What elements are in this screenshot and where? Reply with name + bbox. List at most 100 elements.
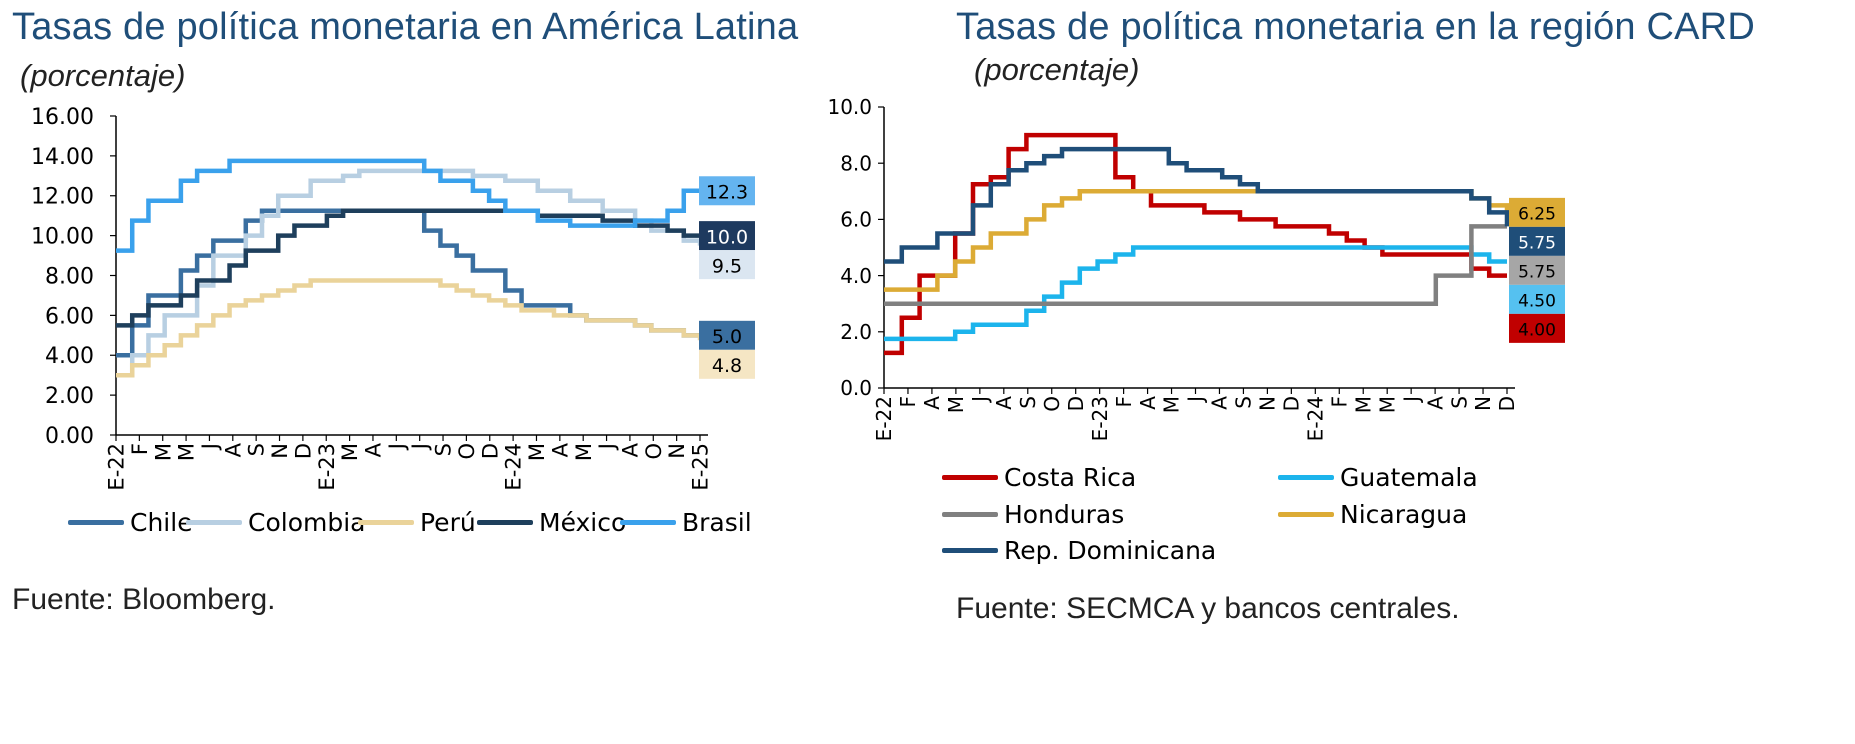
end-label: 4.00	[1518, 320, 1556, 340]
x-tick-label: D	[1495, 396, 1519, 411]
end-label-box	[699, 250, 755, 280]
series-line-brasil	[116, 158, 700, 253]
y-tick-label: 8.00	[45, 264, 94, 289]
end-label: 9.5	[712, 255, 742, 277]
legend-label: Nicaragua	[1340, 500, 1468, 529]
x-tick-label: A	[1208, 396, 1232, 410]
end-label-box	[1509, 255, 1565, 285]
legend-label: Colombia	[248, 508, 366, 537]
x-tick-label: F	[128, 443, 152, 455]
legend-item-m-xico: México	[477, 508, 626, 537]
x-tick-label: A	[1423, 396, 1447, 410]
series-line-guatemala	[884, 245, 1507, 342]
x-tick-label: D	[478, 443, 502, 459]
end-label: 5.0	[712, 326, 742, 348]
legend-item-honduras: Honduras	[942, 500, 1124, 529]
end-label-box	[699, 221, 755, 251]
x-tick-label: J	[198, 443, 222, 451]
legend-item-brasil: Brasil	[620, 508, 752, 537]
legend-swatch	[1278, 475, 1334, 480]
series-line-per-	[116, 278, 703, 378]
series-line-costa-rica	[884, 132, 1507, 356]
x-tick-label: A	[548, 442, 572, 457]
y-tick-label: 0.00	[45, 424, 94, 449]
y-tick-label: 6.0	[840, 208, 872, 232]
y-tick-label: 4.00	[45, 344, 94, 369]
legend-swatch	[186, 520, 242, 525]
x-tick-label: J	[408, 443, 432, 451]
x-tick-label: F	[1112, 396, 1136, 408]
x-tick-label: O	[642, 443, 666, 460]
x-tick-label: F	[896, 396, 920, 408]
chart-subtitle: (porcentaje)	[974, 52, 1140, 87]
end-label-box	[1509, 197, 1565, 227]
end-label-box	[1509, 226, 1565, 256]
x-tick-label: M	[175, 443, 199, 461]
legend-label: Honduras	[1004, 500, 1125, 529]
x-tick-label: A	[1136, 396, 1160, 410]
y-tick-label: 2.0	[840, 320, 872, 344]
x-tick-label: J	[595, 443, 619, 451]
y-tick-label: 12.00	[31, 185, 94, 210]
end-label: 10.0	[706, 226, 748, 248]
x-tick-label: D	[1280, 396, 1304, 411]
end-label: 5.75	[1518, 233, 1556, 253]
chart-title: Tasas de política monetaria en América L…	[12, 6, 799, 48]
x-tick-label: A	[362, 442, 386, 457]
legend-label: México	[539, 508, 627, 537]
legend-swatch	[358, 520, 414, 525]
y-tick-label: 4.0	[840, 264, 872, 288]
legend-item-costa-rica: Costa Rica	[942, 463, 1136, 492]
chart-panel-card: Tasas de política monetaria en la región…	[827, 0, 1855, 744]
y-tick-label: 14.00	[31, 145, 94, 170]
end-label-box	[699, 320, 755, 350]
end-label: 4.8	[712, 355, 742, 377]
end-label: 5.75	[1518, 262, 1556, 282]
end-label-box	[699, 176, 755, 206]
y-tick-label: 10.0	[827, 95, 872, 119]
x-tick-label: D	[291, 443, 315, 459]
legend-item-colombia: Colombia	[186, 508, 365, 537]
x-tick-label: A	[618, 442, 642, 457]
x-tick-label: E-23	[1088, 396, 1112, 441]
legend-label: Perú	[420, 508, 476, 537]
legend-swatch	[1278, 512, 1334, 517]
y-tick-label: 0.0	[840, 376, 872, 400]
x-tick-label: A	[221, 442, 245, 457]
chart-source: Fuente: Bloomberg.	[12, 583, 276, 616]
y-tick-label: 10.00	[31, 225, 94, 250]
x-tick-label: A	[920, 396, 944, 410]
x-tick-label: E-24	[1304, 396, 1328, 441]
x-tick-label: E-23	[315, 443, 339, 491]
end-label-box	[1509, 284, 1565, 314]
x-tick-label: E-22	[105, 443, 129, 491]
chart-latam: 0.00 2.00 4.00 6.00 8.00 10.00 12.00 14.00 16.00…	[31, 105, 755, 491]
x-tick-label: O	[455, 443, 479, 460]
legend-swatch	[942, 512, 998, 517]
legend-item-nicaragua: Nicaragua	[1278, 500, 1467, 529]
series-line-colombia	[116, 168, 703, 378]
series-line-chile	[116, 208, 700, 358]
end-label: 12.3	[706, 181, 748, 203]
chart-subtitle: (porcentaje)	[20, 58, 186, 93]
end-label: 4.50	[1518, 291, 1556, 311]
chart-panel-latam: Tasas de política monetaria en América L…	[0, 0, 900, 744]
x-tick-label: D	[1064, 396, 1088, 411]
y-tick-label: 6.00	[45, 304, 94, 329]
x-tick-label: M	[1160, 396, 1184, 413]
x-tick-label: N	[1256, 396, 1280, 411]
legend-item-rep-dominicana: Rep. Dominicana	[942, 536, 1216, 565]
x-tick-label: M	[944, 396, 968, 413]
legend-swatch	[477, 520, 533, 525]
x-tick-label: N	[268, 443, 292, 459]
series-line-rep-dominicana	[884, 146, 1510, 264]
x-tick-label: S	[1016, 396, 1040, 409]
legend-item-guatemala: Guatemala	[1278, 463, 1478, 492]
legend-item-chile: Chile	[68, 508, 193, 537]
x-tick-label: J	[968, 396, 992, 404]
x-tick-label: M	[1351, 396, 1375, 413]
x-tick-label: F	[1327, 396, 1351, 408]
series-line-m-xico	[116, 208, 700, 328]
y-tick-label: 16.00	[31, 105, 94, 130]
x-tick-label: S	[1447, 396, 1471, 409]
